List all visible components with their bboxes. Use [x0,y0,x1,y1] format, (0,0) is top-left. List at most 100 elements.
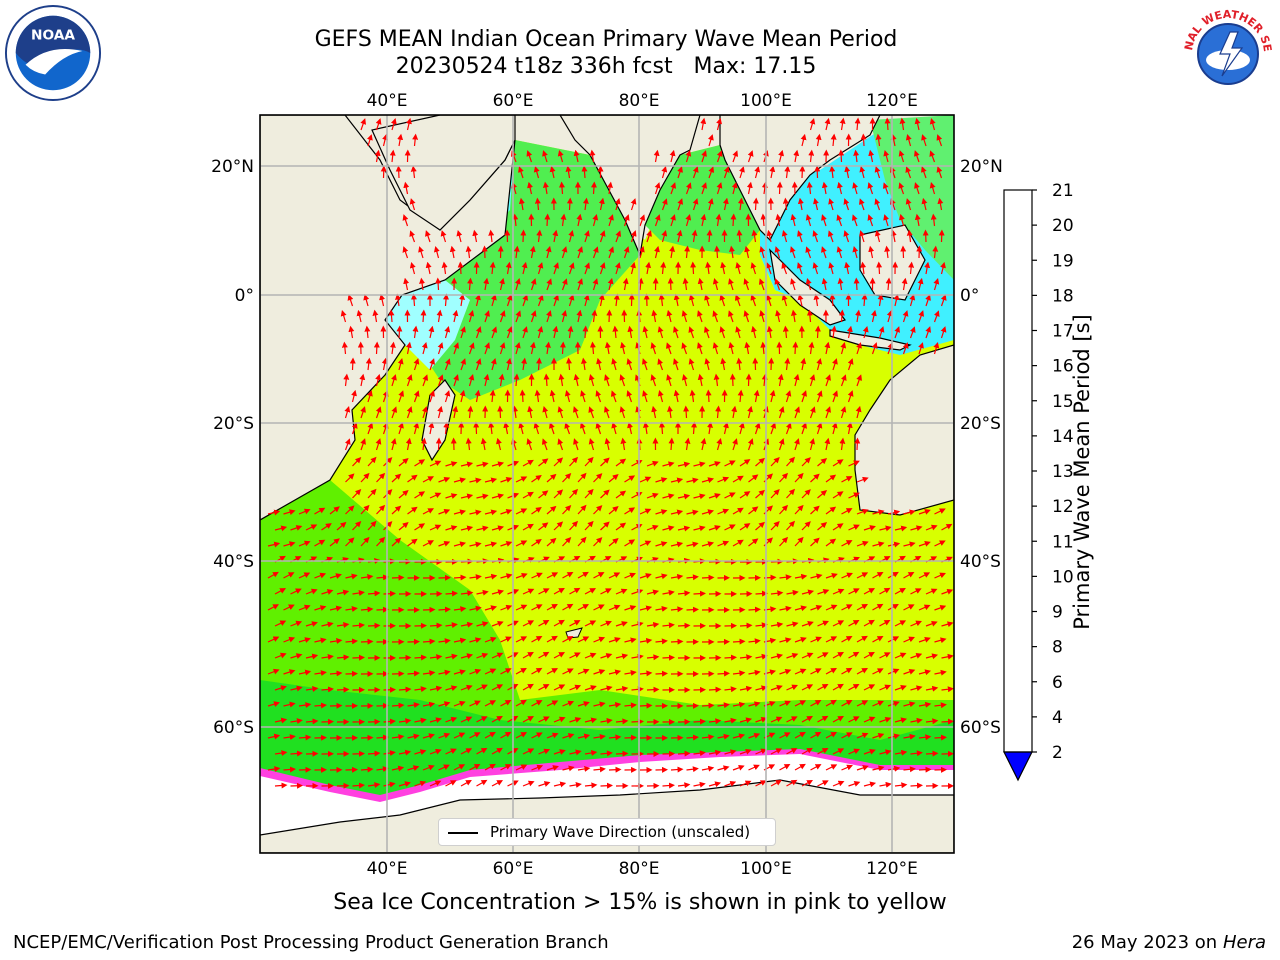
wave-arrow [600,782,613,789]
wave-arrow [932,245,939,259]
wave-arrow [444,325,451,339]
wave-arrow [770,489,780,499]
wave-arrow [588,437,595,451]
wave-arrow [375,373,382,387]
wave-arrow [712,342,719,355]
wave-arrow [608,214,614,227]
wave-arrow [886,309,893,323]
wave-arrow [708,686,722,693]
wave-arrow [562,537,572,547]
wave-arrow [533,165,540,179]
wave-arrow [376,536,386,547]
wave-arrow [639,214,646,227]
wave-arrow [553,262,559,275]
wave-arrow [661,229,668,243]
wave-arrow [878,326,885,339]
wave-arrow [801,521,811,531]
wave-arrow [538,458,549,467]
wave-arrow [701,509,715,516]
wave-arrow [490,293,497,307]
wave-arrow [405,437,412,451]
wave-arrow [933,341,940,355]
wave-arrow [363,293,370,307]
wave-arrow [569,488,579,499]
wave-arrow [428,325,435,339]
wave-arrow [639,508,652,515]
wave-arrow [801,390,807,403]
wave-arrow [626,358,633,371]
wave-arrow [846,421,853,435]
wave-arrow [657,358,664,371]
wave-arrow [893,293,900,307]
wave-arrow [708,525,721,531]
wave-arrow [436,309,443,323]
wave-arrow [468,342,475,355]
wave-arrow [529,245,536,259]
wave-arrow [724,492,736,499]
wave-arrow [518,197,525,211]
wave-arrow [712,310,719,323]
wave-arrow [809,117,816,131]
wave-arrow [861,293,868,307]
wave-arrow [367,622,381,629]
wave-arrow [686,541,699,548]
wave-arrow [838,309,845,323]
wave-arrow [610,390,617,403]
wave-arrow [405,341,412,355]
map-area [260,115,954,853]
wave-arrow [422,476,435,483]
wave-arrow [825,406,831,419]
wave-arrow [737,389,744,403]
wave-arrow [847,358,854,371]
wave-arrow [467,277,474,291]
wave-arrow [830,325,837,339]
wave-arrow [409,261,416,275]
wave-arrow [829,165,836,179]
colorbar-tick-label: 8 [1052,638,1063,658]
wave-arrow [443,293,450,307]
wave-arrow [940,294,947,307]
wave-arrow [627,421,633,435]
wave-arrow [760,213,767,227]
wave-arrow [708,134,714,147]
wave-arrow [526,438,533,451]
wave-arrow [407,474,418,483]
wave-arrow [918,342,924,355]
wave-arrow [646,460,659,467]
wave-arrow [627,325,634,339]
wave-arrow [600,489,610,499]
wave-arrow [810,473,820,483]
wave-arrow [534,197,541,211]
wave-arrow [657,389,664,403]
wave-arrow [683,405,690,419]
wave-arrow [474,389,481,403]
wave-arrow [914,213,921,227]
wave-arrow [872,541,885,548]
wave-arrow [918,310,925,323]
wave-arrow [422,540,435,547]
wave-arrow [340,309,347,323]
wave-arrow [429,524,442,531]
wave-arrow [391,473,402,483]
wave-arrow [484,477,498,484]
wave-arrow [729,245,735,259]
wave-arrow [751,325,757,339]
wave-arrow [755,489,765,499]
wave-arrow [645,261,652,275]
lon-tick-bottom: 40°E [367,859,408,879]
wave-arrow [429,460,442,467]
wave-arrow [677,750,691,757]
wave-arrow [514,278,521,291]
lon-tick-bottom: 100°E [740,859,792,879]
wave-arrow [766,325,773,339]
wave-arrow [391,537,402,547]
wave-arrow [794,406,801,419]
wave-arrow [530,278,537,291]
wave-arrow [692,198,699,211]
wave-arrow [615,230,622,243]
wave-arrow [691,421,698,435]
wave-arrow [360,438,366,451]
wave-arrow [781,262,788,275]
wave-arrow [885,277,892,291]
